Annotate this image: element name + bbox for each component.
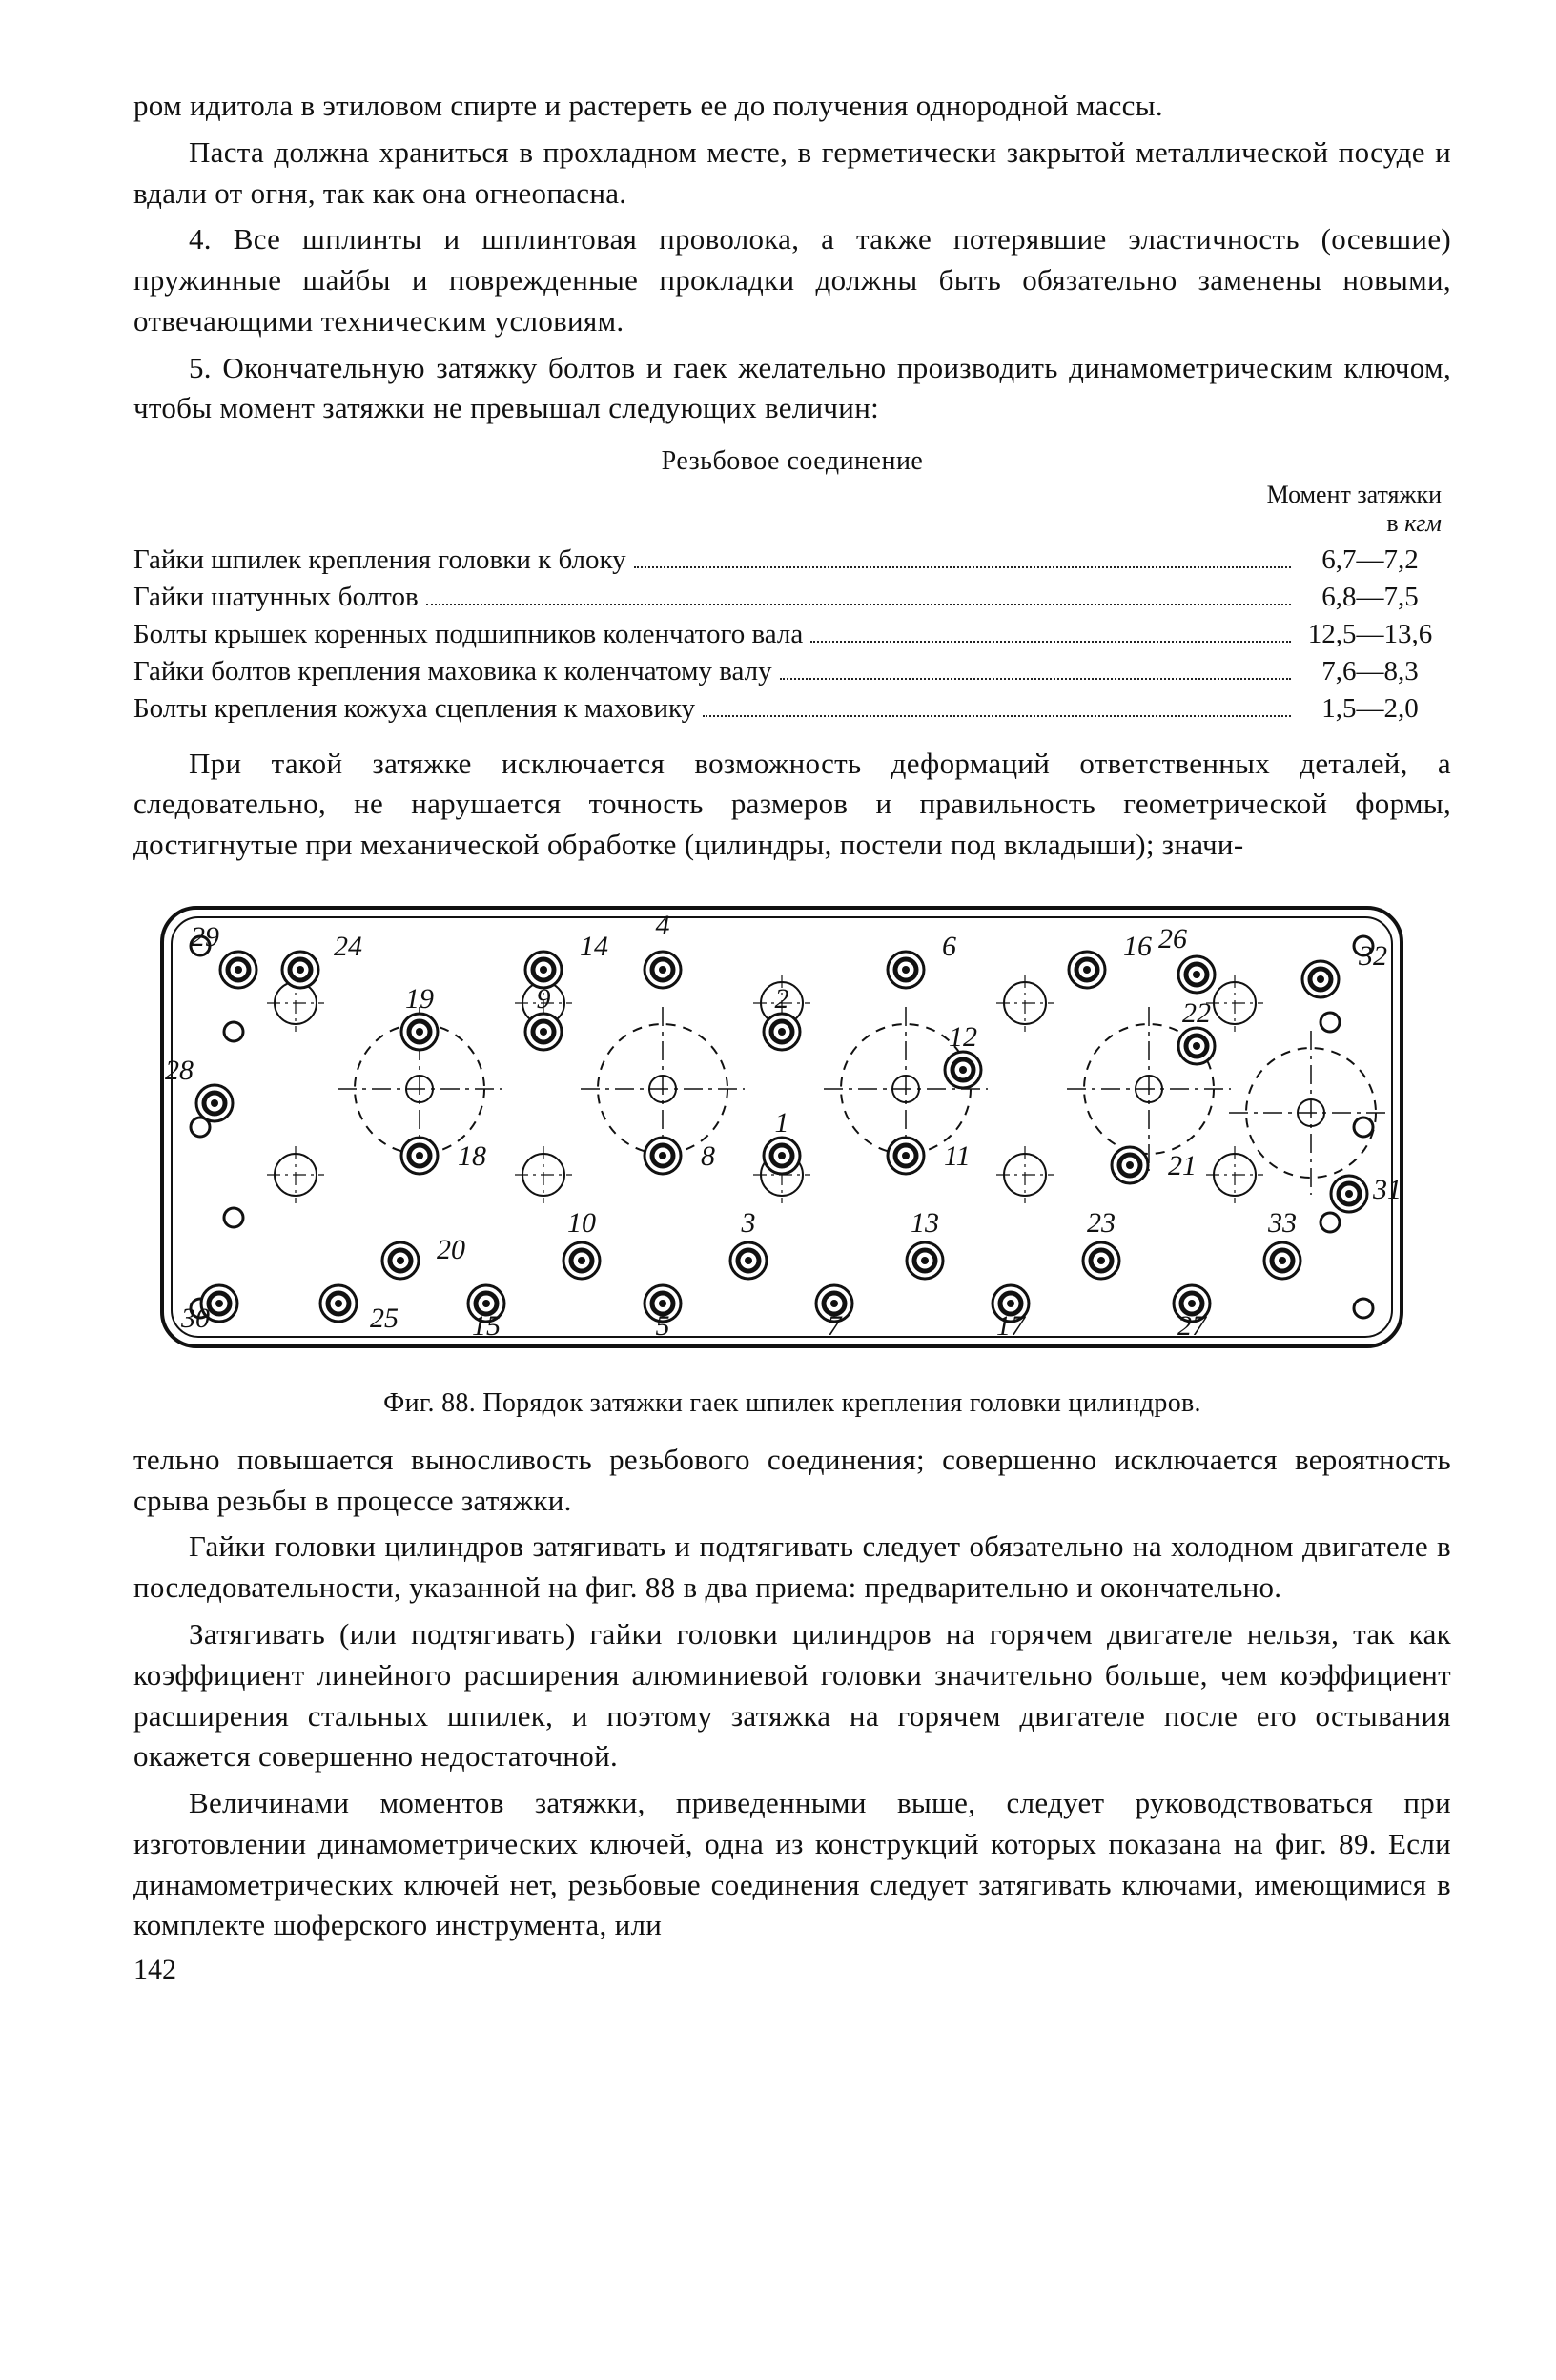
svg-text:12: 12	[949, 1021, 977, 1053]
svg-text:32: 32	[1358, 940, 1387, 972]
svg-text:22: 22	[1182, 997, 1211, 1029]
torque-table: Гайки шпилек крепления головки к блоку 6,…	[133, 542, 1442, 728]
para-2: Паста должна храниться в прохладном мест…	[133, 133, 1451, 215]
torque-row: Болты крышек коренных подшипников коленч…	[133, 616, 1442, 653]
para-9: Величинами моментов затяжки, приведенным…	[133, 1783, 1451, 1946]
figure-88: 2924144616263219921222281881112131302520…	[133, 879, 1451, 1375]
torque-value: 7,6—8,3	[1299, 653, 1442, 690]
para-6: тельно повышается выносливость резьбовог…	[133, 1440, 1451, 1522]
svg-text:10: 10	[567, 1207, 596, 1239]
table-hdr-l2: в кгм	[1386, 509, 1442, 537]
para-3: 4. Все шплинты и шплинтовая проволока, а…	[133, 219, 1451, 341]
leader-dots	[780, 659, 1291, 680]
svg-text:9: 9	[537, 983, 551, 1015]
svg-text:11: 11	[944, 1140, 971, 1172]
torque-value: 6,8—7,5	[1299, 579, 1442, 616]
svg-text:28: 28	[165, 1055, 194, 1086]
leader-dots	[810, 622, 1291, 643]
svg-text:6: 6	[942, 931, 956, 962]
para-1: ром идитола в этиловом спирте и растерет…	[133, 86, 1451, 127]
torque-row: Гайки шпилек крепления головки к блоку 6,…	[133, 542, 1442, 579]
table-title: Резьбовое соединение	[133, 446, 1451, 477]
svg-text:3: 3	[741, 1207, 756, 1239]
svg-text:17: 17	[996, 1310, 1027, 1342]
para-7: Гайки головки цилиндров затягивать и под…	[133, 1527, 1451, 1609]
svg-text:18: 18	[458, 1140, 486, 1172]
torque-label: Болты крепления кожуха сцепления к махов…	[133, 690, 695, 728]
para-5: При такой затяжке исключается возможност…	[133, 744, 1451, 866]
page-number: 142	[133, 1954, 1451, 1986]
leader-dots	[634, 547, 1291, 568]
torque-label: Гайки болтов крепления маховика к коленч…	[133, 653, 772, 690]
svg-text:20: 20	[437, 1234, 465, 1265]
torque-value: 1,5—2,0	[1299, 690, 1442, 728]
torque-label: Болты крышек коренных подшипников коленч…	[133, 616, 803, 653]
svg-text:33: 33	[1267, 1207, 1297, 1239]
page: ром идитола в этиловом спирте и растерет…	[0, 0, 1556, 2380]
svg-text:29: 29	[191, 921, 219, 953]
svg-text:15: 15	[472, 1310, 501, 1342]
svg-text:31: 31	[1372, 1174, 1402, 1205]
torque-value: 6,7—7,2	[1299, 542, 1442, 579]
svg-text:2: 2	[775, 983, 789, 1015]
para-8: Затягивать (или подтягивать) гайки голов…	[133, 1614, 1451, 1777]
torque-value: 12,5—13,6	[1299, 616, 1442, 653]
svg-text:7: 7	[828, 1310, 844, 1342]
svg-text:1: 1	[775, 1107, 789, 1139]
figure-88-svg: 2924144616263219921222281881112131302520…	[133, 879, 1430, 1375]
svg-text:24: 24	[334, 931, 362, 962]
torque-label: Гайки шатунных болтов	[133, 579, 419, 616]
svg-text:30: 30	[180, 1303, 210, 1334]
torque-label: Гайки шпилек крепления головки к блоку	[133, 542, 626, 579]
svg-text:19: 19	[405, 983, 434, 1015]
table-header-right: Момент затяжки в кгм	[133, 481, 1442, 538]
svg-text:27: 27	[1177, 1310, 1208, 1342]
leader-dots	[703, 696, 1291, 717]
svg-text:25: 25	[370, 1303, 399, 1334]
svg-text:23: 23	[1087, 1207, 1116, 1239]
svg-text:4: 4	[656, 910, 670, 941]
leader-dots	[426, 585, 1291, 605]
figure-caption: Фиг. 88. Порядок затяжки гаек шпилек кре…	[133, 1388, 1451, 1419]
table-hdr-l1: Момент затяжки	[1267, 481, 1442, 508]
svg-text:26: 26	[1158, 923, 1187, 954]
svg-text:5: 5	[656, 1310, 670, 1342]
torque-row: Гайки болтов крепления маховика к коленч…	[133, 653, 1442, 690]
para-4: 5. Окончательную затяжку болтов и гаек ж…	[133, 348, 1451, 430]
svg-text:8: 8	[701, 1140, 715, 1172]
svg-text:13: 13	[911, 1207, 939, 1239]
svg-text:21: 21	[1168, 1150, 1197, 1181]
torque-row: Болты крепления кожуха сцепления к махов…	[133, 690, 1442, 728]
svg-text:14: 14	[580, 931, 608, 962]
torque-row: Гайки шатунных болтов 6,8—7,5	[133, 579, 1442, 616]
svg-text:16: 16	[1123, 931, 1152, 962]
